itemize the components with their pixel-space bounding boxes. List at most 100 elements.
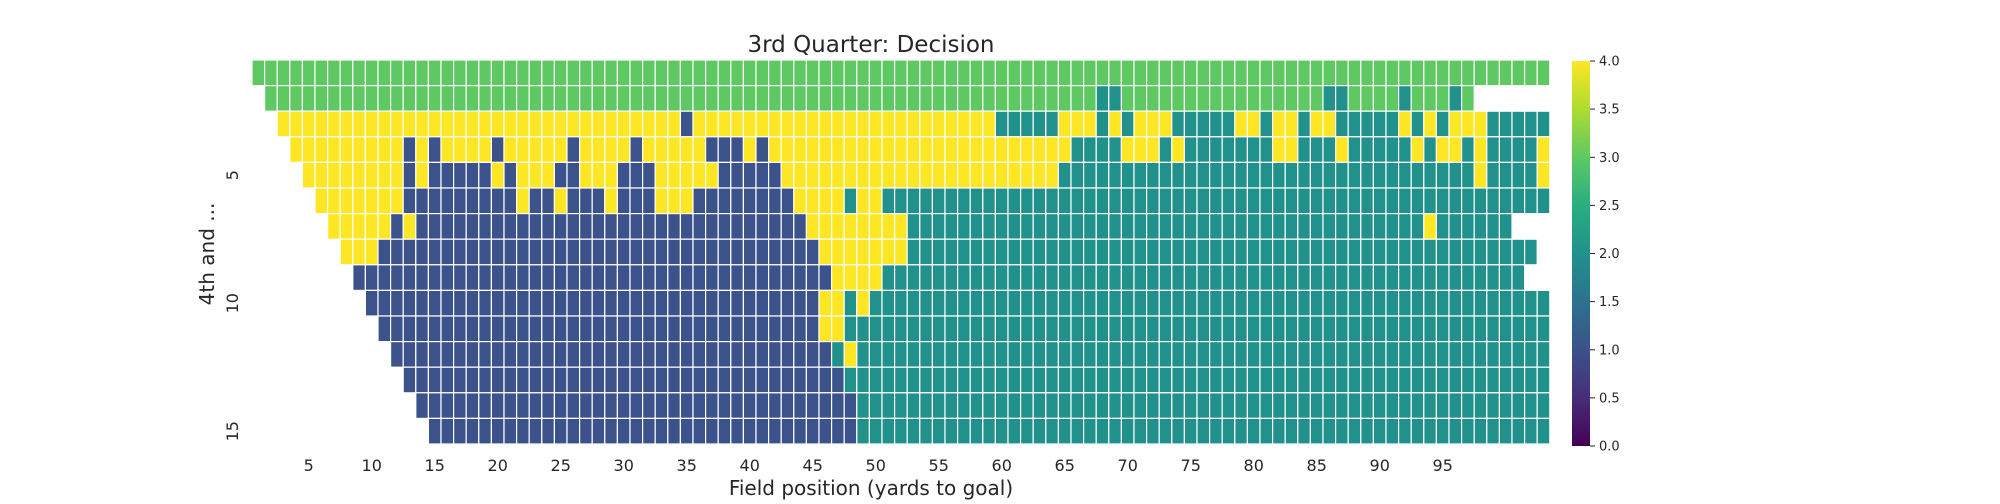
heatmap-cell xyxy=(717,366,732,394)
heatmap-cell xyxy=(490,187,505,215)
heatmap-cell xyxy=(1309,264,1324,291)
heatmap-cell xyxy=(893,392,908,419)
heatmap-cell xyxy=(1095,392,1110,419)
heatmap-cell xyxy=(1309,187,1324,215)
heatmap-cell xyxy=(969,238,984,266)
heatmap-cell xyxy=(478,289,492,317)
heatmap-cell xyxy=(1158,84,1173,112)
heatmap-cell xyxy=(818,238,833,266)
heatmap-cell xyxy=(415,392,429,419)
heatmap-cell xyxy=(1171,213,1186,240)
heatmap-cell xyxy=(1309,59,1324,87)
heatmap-cell xyxy=(1309,136,1324,164)
heatmap-cell xyxy=(1473,392,1488,419)
heatmap-cell xyxy=(780,59,795,87)
heatmap-cell xyxy=(1158,213,1173,240)
heatmap-cell xyxy=(1385,238,1400,266)
heatmap-cell xyxy=(591,289,606,317)
heatmap-cell xyxy=(1158,136,1173,164)
heatmap-cell xyxy=(1183,59,1198,87)
y-tick-label: 10 xyxy=(223,293,242,313)
heatmap-cell xyxy=(931,161,946,189)
heatmap-cell xyxy=(843,110,858,138)
heatmap-cell xyxy=(1322,136,1337,164)
heatmap-cell xyxy=(1007,136,1022,164)
heatmap-cell xyxy=(1246,238,1261,266)
heatmap-cell xyxy=(919,161,933,189)
heatmap-cell xyxy=(578,366,593,394)
heatmap-cell xyxy=(1120,110,1135,138)
heatmap-cell xyxy=(654,238,669,266)
heatmap-cell xyxy=(503,161,518,189)
heatmap-cell xyxy=(793,238,807,266)
heatmap-cell xyxy=(1057,136,1072,164)
heatmap-cell xyxy=(1171,161,1186,189)
heatmap-cell xyxy=(893,213,908,240)
heatmap-cell xyxy=(1473,366,1488,394)
heatmap-cell xyxy=(1070,59,1085,87)
heatmap-cell xyxy=(1145,187,1160,215)
heatmap-cell xyxy=(1460,238,1475,266)
heatmap-cell xyxy=(1360,84,1375,112)
heatmap-cell xyxy=(919,315,933,343)
heatmap-cell xyxy=(868,341,883,368)
heatmap-cell xyxy=(1158,315,1173,343)
heatmap-cell xyxy=(742,238,757,266)
heatmap-cell xyxy=(654,110,669,138)
heatmap-cell xyxy=(515,161,530,189)
heatmap-cell xyxy=(1032,315,1047,343)
heatmap-cell xyxy=(1372,84,1387,112)
heatmap-cell xyxy=(843,366,858,394)
heatmap-cell xyxy=(692,110,707,138)
heatmap-cell xyxy=(717,289,732,317)
heatmap-cell xyxy=(1070,213,1085,240)
heatmap-cell xyxy=(1145,392,1160,419)
heatmap-cell xyxy=(1435,136,1450,164)
heatmap-cell xyxy=(793,213,807,240)
heatmap-cell xyxy=(919,289,933,317)
heatmap-cell xyxy=(352,84,366,112)
heatmap-cell xyxy=(1246,289,1261,317)
heatmap-cell xyxy=(906,110,921,138)
heatmap-cell xyxy=(1082,264,1097,291)
heatmap-cell xyxy=(616,264,631,291)
heatmap-cell xyxy=(1246,213,1261,240)
heatmap-cell xyxy=(1397,161,1412,189)
heatmap-cell xyxy=(793,161,807,189)
heatmap-cell xyxy=(780,289,795,317)
heatmap-cell xyxy=(1007,110,1022,138)
heatmap-cell xyxy=(818,161,833,189)
heatmap-cell xyxy=(1435,187,1450,215)
heatmap-cell xyxy=(352,136,366,164)
heatmap-cell xyxy=(402,264,417,291)
heatmap-cell xyxy=(566,161,581,189)
heatmap-cell xyxy=(641,84,656,112)
heatmap-cell xyxy=(1221,136,1236,164)
heatmap-cell xyxy=(730,187,744,215)
heatmap-cell xyxy=(629,213,644,240)
heatmap-cell xyxy=(805,366,820,394)
heatmap-cell xyxy=(465,341,480,368)
heatmap-cell xyxy=(566,289,581,317)
heatmap-cell xyxy=(1259,417,1274,445)
heatmap-cell xyxy=(956,238,971,266)
heatmap-cell xyxy=(490,161,505,189)
heatmap-cell xyxy=(503,213,518,240)
heatmap-cell xyxy=(1347,238,1362,266)
heatmap-cell xyxy=(1259,187,1274,215)
heatmap-cell xyxy=(1070,315,1085,343)
heatmap-cell xyxy=(1435,161,1450,189)
heatmap-cell xyxy=(1410,213,1425,240)
heatmap-cell xyxy=(1158,110,1173,138)
heatmap-cell xyxy=(1045,187,1060,215)
heatmap-cell xyxy=(1284,315,1299,343)
heatmap-cell xyxy=(390,84,404,112)
heatmap-cell xyxy=(1536,315,1551,343)
heatmap-cell xyxy=(390,136,404,164)
heatmap-cell xyxy=(1460,161,1475,189)
heatmap-cell xyxy=(1057,289,1072,317)
heatmap-cell xyxy=(856,366,870,394)
heatmap-cell xyxy=(503,238,518,266)
heatmap-cell xyxy=(1297,161,1312,189)
heatmap-cell xyxy=(944,264,959,291)
